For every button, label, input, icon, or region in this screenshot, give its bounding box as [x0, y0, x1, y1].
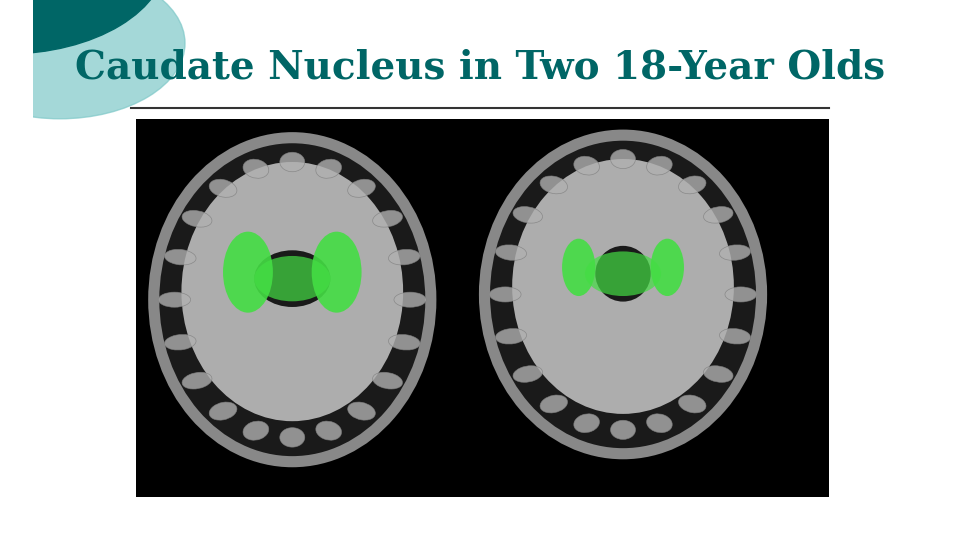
Ellipse shape: [540, 176, 567, 194]
Ellipse shape: [348, 179, 375, 197]
Ellipse shape: [254, 256, 330, 301]
Text: FAS: FAS: [588, 498, 639, 521]
Ellipse shape: [585, 252, 661, 296]
Ellipse shape: [279, 152, 304, 172]
Ellipse shape: [611, 150, 636, 168]
Ellipse shape: [495, 328, 526, 344]
Ellipse shape: [279, 428, 304, 447]
Ellipse shape: [725, 287, 756, 302]
Ellipse shape: [704, 207, 733, 223]
Ellipse shape: [316, 159, 342, 178]
Ellipse shape: [704, 366, 733, 382]
Ellipse shape: [348, 402, 375, 420]
Ellipse shape: [372, 372, 402, 389]
Circle shape: [0, 0, 167, 54]
Ellipse shape: [223, 232, 273, 313]
Ellipse shape: [574, 156, 599, 175]
Ellipse shape: [679, 176, 706, 194]
Ellipse shape: [164, 249, 196, 265]
Ellipse shape: [719, 245, 751, 260]
Ellipse shape: [679, 395, 706, 413]
Ellipse shape: [513, 207, 542, 223]
Ellipse shape: [254, 250, 330, 307]
Ellipse shape: [647, 156, 672, 175]
Ellipse shape: [243, 421, 269, 440]
Bar: [136, 119, 828, 497]
Ellipse shape: [513, 366, 542, 382]
Ellipse shape: [154, 138, 431, 462]
Ellipse shape: [394, 292, 426, 307]
Ellipse shape: [209, 179, 237, 197]
Ellipse shape: [182, 372, 212, 389]
Ellipse shape: [562, 239, 595, 296]
Ellipse shape: [182, 211, 212, 227]
Ellipse shape: [513, 159, 733, 414]
Ellipse shape: [719, 328, 751, 344]
Ellipse shape: [389, 334, 420, 350]
Ellipse shape: [595, 246, 651, 302]
Ellipse shape: [164, 334, 196, 350]
Ellipse shape: [611, 420, 636, 440]
Ellipse shape: [158, 292, 191, 307]
Ellipse shape: [316, 421, 342, 440]
Ellipse shape: [312, 232, 362, 313]
Ellipse shape: [181, 162, 403, 421]
Ellipse shape: [490, 287, 521, 302]
Ellipse shape: [372, 211, 402, 227]
Ellipse shape: [389, 249, 420, 265]
Text: Normal: Normal: [227, 498, 323, 521]
Ellipse shape: [495, 245, 526, 260]
Ellipse shape: [209, 402, 237, 420]
Ellipse shape: [485, 135, 761, 454]
Circle shape: [0, 0, 185, 119]
Ellipse shape: [647, 414, 672, 433]
Ellipse shape: [243, 159, 269, 178]
Ellipse shape: [574, 414, 599, 433]
Ellipse shape: [540, 395, 567, 413]
Ellipse shape: [651, 239, 684, 296]
Text: Caudate Nucleus in Two 18-Year Olds: Caudate Nucleus in Two 18-Year Olds: [75, 49, 885, 86]
